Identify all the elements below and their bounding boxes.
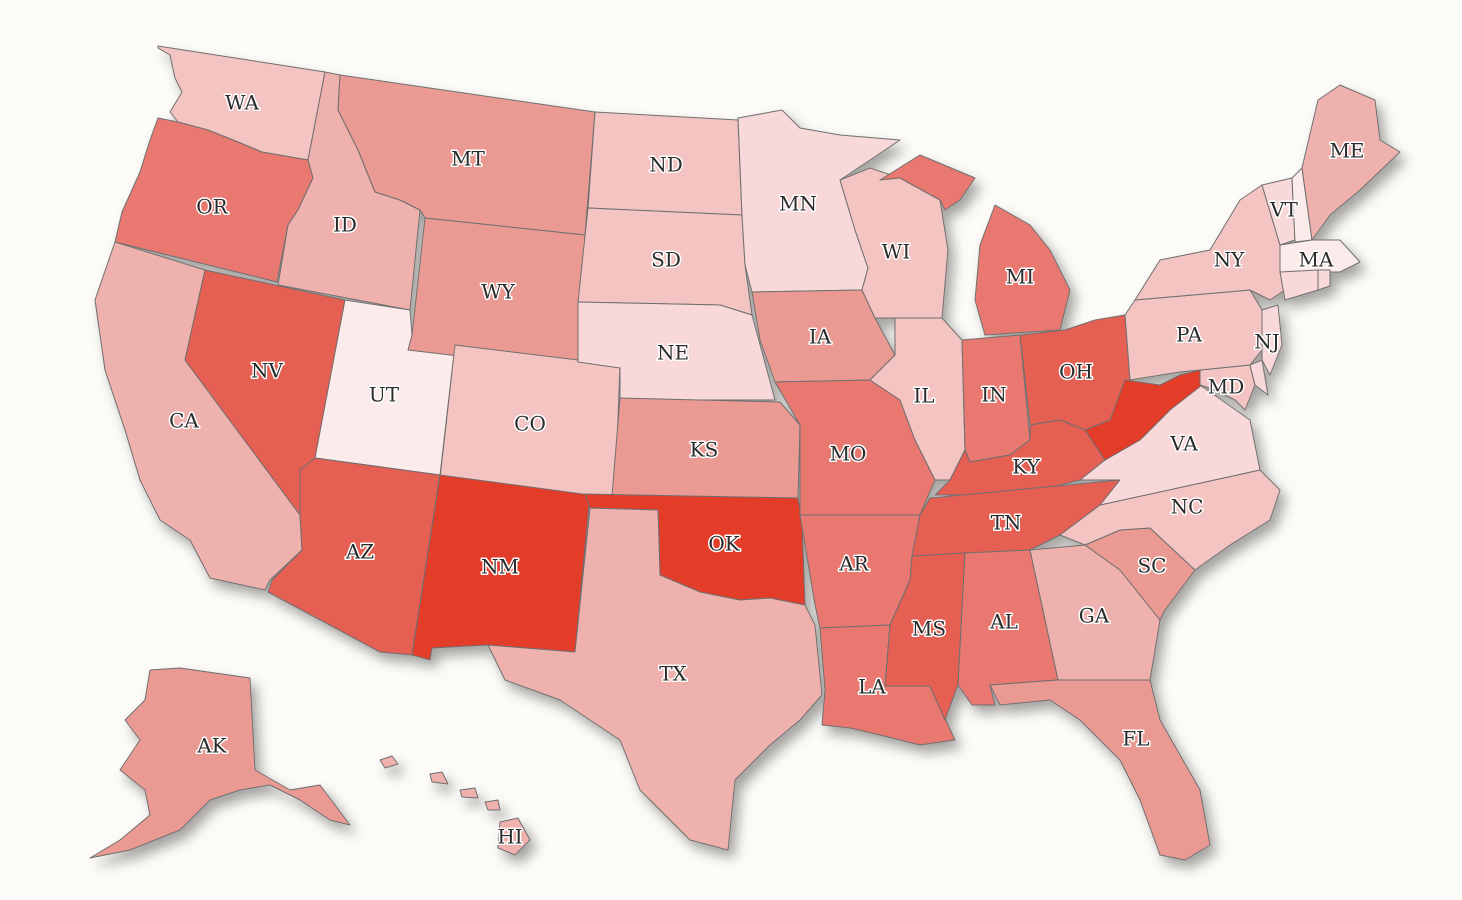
label-oh: OH	[1059, 360, 1093, 384]
state-ri[interactable]	[1317, 269, 1331, 291]
label-ca: CA	[169, 409, 199, 433]
label-ky: KY	[1012, 455, 1040, 479]
label-ga: GA	[1079, 604, 1110, 628]
label-nj: NJ	[1254, 330, 1280, 354]
state-ks[interactable]	[611, 397, 801, 499]
label-tx: TX	[659, 662, 687, 686]
label-nd: ND	[649, 153, 683, 177]
label-az: AZ	[345, 540, 374, 564]
label-ut: UT	[369, 383, 400, 407]
label-nm: NM	[481, 555, 519, 579]
state-de[interactable]	[1249, 359, 1269, 396]
label-in: IN	[981, 383, 1006, 407]
state-labels: WA OR CA ID NV UT AZ MT WY CO NM ND SD N…	[168, 89, 1366, 850]
state-il[interactable]	[869, 317, 966, 481]
label-id: ID	[333, 213, 357, 237]
label-or: OR	[196, 195, 228, 219]
state-ak[interactable]	[89, 667, 351, 859]
state-wv[interactable]	[1084, 369, 1203, 461]
states-layer	[89, 45, 1401, 861]
state-ny[interactable]	[1134, 184, 1286, 301]
state-mt[interactable]	[337, 74, 596, 236]
label-il: IL	[913, 384, 934, 408]
label-me: ME	[1329, 139, 1364, 163]
label-ak: AK	[196, 734, 227, 758]
state-tx[interactable]	[487, 507, 823, 851]
label-wy: WY	[481, 280, 516, 304]
label-ne: NE	[657, 341, 689, 365]
label-fl: FL	[1122, 727, 1149, 751]
label-la: LA	[858, 675, 886, 699]
label-wa: WA	[225, 91, 260, 115]
label-ms: MS	[912, 617, 946, 641]
label-nc: NC	[1171, 495, 1204, 519]
label-va: VA	[1169, 432, 1198, 456]
state-nm[interactable]	[411, 474, 591, 661]
state-me[interactable]	[1301, 84, 1401, 241]
state-ct[interactable]	[1279, 269, 1319, 301]
label-ia: IA	[809, 325, 832, 349]
label-md: MD	[1208, 375, 1245, 399]
label-ks: KS	[690, 438, 719, 462]
label-sc: SC	[1137, 554, 1166, 578]
state-hi[interactable]	[379, 755, 531, 856]
label-ar: AR	[838, 552, 869, 576]
label-hi: HI	[497, 825, 522, 849]
label-mn: MN	[779, 192, 817, 216]
label-ok: OK	[708, 532, 740, 556]
label-co: CO	[514, 412, 546, 436]
label-ny: NY	[1214, 248, 1246, 272]
label-sd: SD	[651, 248, 681, 272]
label-al: AL	[989, 610, 1018, 634]
label-mi: MI	[1006, 265, 1034, 289]
label-tn: TN	[991, 511, 1022, 535]
label-mt: MT	[451, 147, 485, 171]
label-vt: VT	[1269, 198, 1298, 222]
label-pa: PA	[1176, 323, 1203, 347]
state-fl[interactable]	[989, 679, 1211, 861]
state-nj[interactable]	[1261, 304, 1283, 376]
state-mi[interactable]	[879, 154, 1071, 336]
label-ma: MA	[1299, 248, 1334, 272]
label-mo: MO	[830, 442, 867, 466]
label-nv: NV	[251, 359, 284, 383]
label-wi: WI	[882, 240, 910, 264]
